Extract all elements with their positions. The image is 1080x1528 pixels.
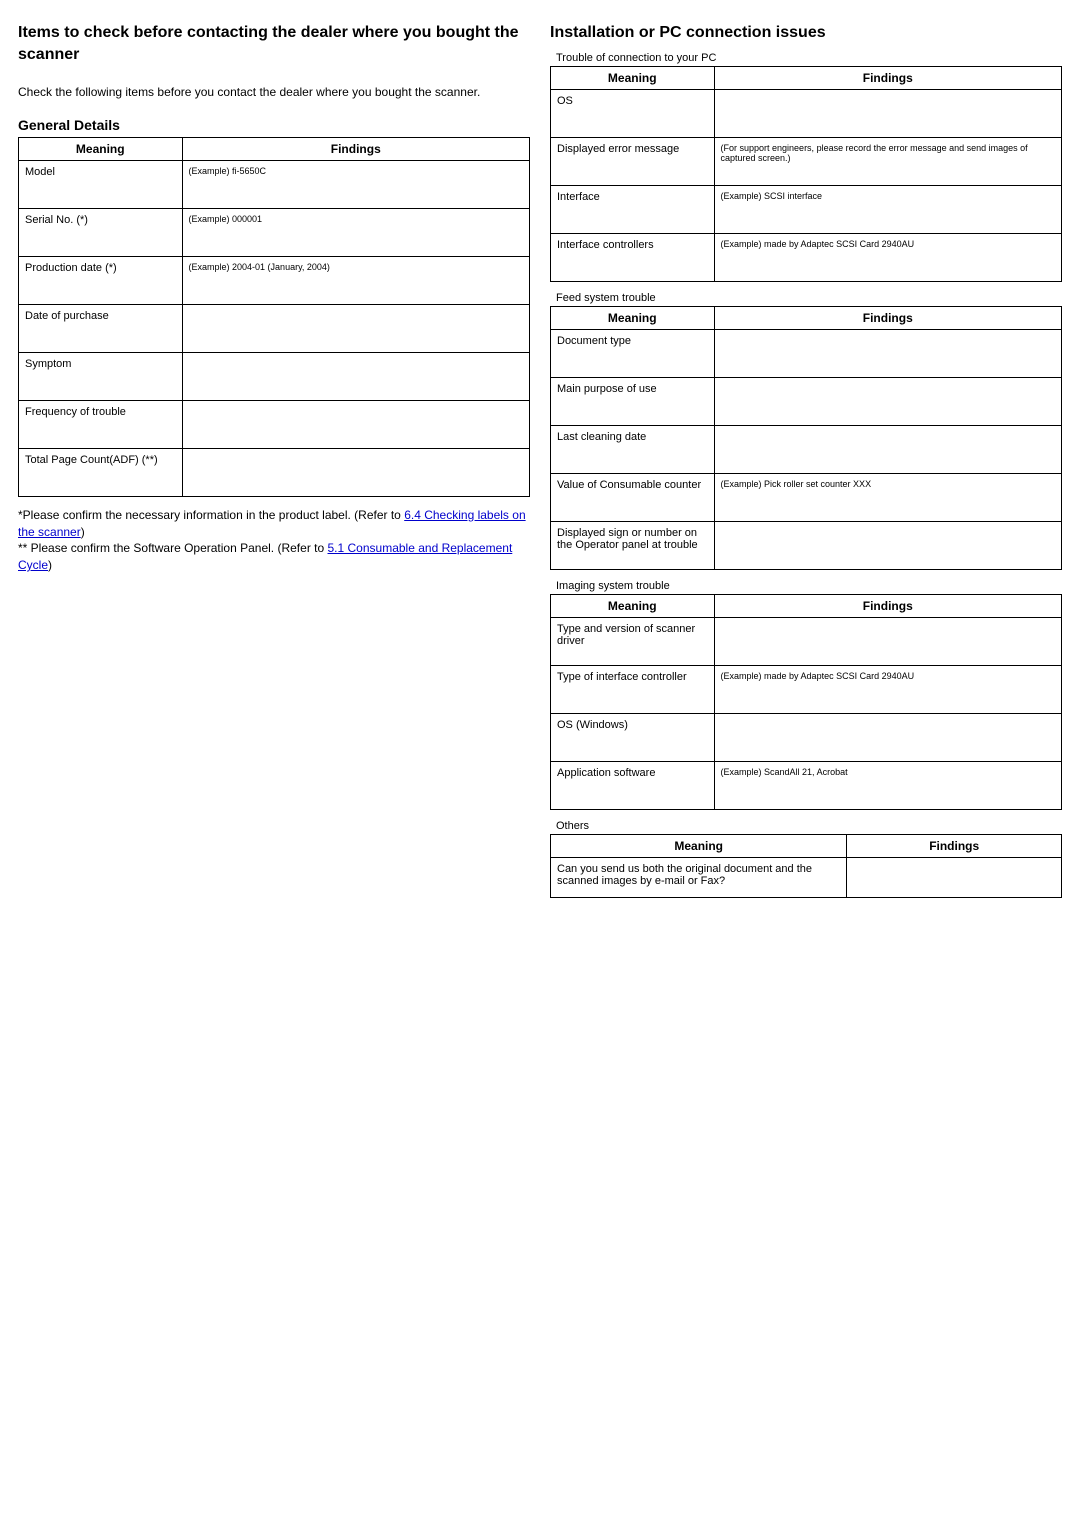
intro-text: Check the following items before you con… [18, 85, 530, 99]
cell-findings: (Example) SCSI interface [714, 186, 1061, 234]
col-findings: Findings [847, 835, 1062, 858]
cell-meaning: Document type [551, 330, 715, 378]
table-header-row: MeaningFindings [551, 307, 1062, 330]
conn-table: MeaningFindings OS Displayed error messa… [550, 66, 1062, 282]
cell-findings [182, 352, 529, 400]
table-row: Frequency of trouble [19, 400, 530, 448]
cell-meaning: Last cleaning date [551, 426, 715, 474]
table-row: Main purpose of use [551, 378, 1062, 426]
cell-findings [847, 858, 1062, 898]
conn-caption: Trouble of connection to your PC [556, 52, 1062, 64]
table-row: Interface controllers(Example) made by A… [551, 234, 1062, 282]
left-column: Items to check before contacting the dea… [18, 22, 530, 898]
table-header-row: Meaning Findings [19, 137, 530, 160]
cell-findings [714, 714, 1061, 762]
cell-findings [182, 400, 529, 448]
note1-pre: *Please confirm the necessary informatio… [18, 508, 404, 522]
cell-meaning: OS (Windows) [551, 714, 715, 762]
table-row: Can you send us both the original docume… [551, 858, 1062, 898]
cell-findings [714, 378, 1061, 426]
cell-findings [714, 90, 1061, 138]
table-row: Total Page Count(ADF) (**) [19, 448, 530, 496]
table-header-row: MeaningFindings [551, 835, 1062, 858]
cell-findings [182, 448, 529, 496]
right-column: Installation or PC connection issues Tro… [550, 22, 1062, 898]
note2-pre: ** Please confirm the Software Operation… [18, 541, 328, 555]
right-title: Installation or PC connection issues [550, 22, 1062, 44]
table-header-row: MeaningFindings [551, 67, 1062, 90]
footnotes: *Please confirm the necessary informatio… [18, 507, 530, 574]
table-row: Last cleaning date [551, 426, 1062, 474]
table-row: Type and version of scanner driver [551, 618, 1062, 666]
cell-meaning: Type and version of scanner driver [551, 618, 715, 666]
left-title: Items to check before contacting the dea… [18, 22, 530, 67]
table-row: OS [551, 90, 1062, 138]
table-header-row: MeaningFindings [551, 595, 1062, 618]
table-row: Application software(Example) ScandAll 2… [551, 762, 1062, 810]
col-meaning: Meaning [19, 137, 183, 160]
cell-findings: (Example) made by Adaptec SCSI Card 2940… [714, 234, 1061, 282]
cell-meaning: Main purpose of use [551, 378, 715, 426]
cell-meaning: Production date (*) [19, 256, 183, 304]
page-root: Items to check before contacting the dea… [0, 0, 1080, 920]
cell-findings [714, 330, 1061, 378]
col-findings: Findings [714, 67, 1061, 90]
note1-post: ) [81, 525, 85, 539]
col-findings: Findings [714, 307, 1061, 330]
cell-findings [714, 522, 1061, 570]
others-caption: Others [556, 820, 1062, 832]
table-row: Production date (*)(Example) 2004-01 (Ja… [19, 256, 530, 304]
table-row: Value of Consumable counter(Example) Pic… [551, 474, 1062, 522]
general-details-table: Meaning Findings Model(Example) fi-5650C… [18, 137, 530, 497]
col-meaning: Meaning [551, 835, 847, 858]
cell-findings: (Example) Pick roller set counter XXX [714, 474, 1061, 522]
cell-findings: (Example) made by Adaptec SCSI Card 2940… [714, 666, 1061, 714]
cell-findings [182, 304, 529, 352]
general-details-heading: General Details [18, 117, 530, 133]
col-findings: Findings [714, 595, 1061, 618]
cell-meaning: Application software [551, 762, 715, 810]
table-row: Displayed sign or number on the Operator… [551, 522, 1062, 570]
table-row: Serial No. (*)(Example) 000001 [19, 208, 530, 256]
cell-meaning: Date of purchase [19, 304, 183, 352]
cell-findings: (Example) 000001 [182, 208, 529, 256]
col-meaning: Meaning [551, 595, 715, 618]
others-table: MeaningFindings Can you send us both the… [550, 834, 1062, 898]
cell-findings [714, 618, 1061, 666]
cell-findings [714, 426, 1061, 474]
cell-findings: (Example) ScandAll 21, Acrobat [714, 762, 1061, 810]
feed-caption: Feed system trouble [556, 292, 1062, 304]
table-row: Document type [551, 330, 1062, 378]
cell-meaning: Can you send us both the original docume… [551, 858, 847, 898]
table-row: OS (Windows) [551, 714, 1062, 762]
cell-meaning: Type of interface controller [551, 666, 715, 714]
col-findings: Findings [182, 137, 529, 160]
cell-meaning: Model [19, 160, 183, 208]
feed-table: MeaningFindings Document type Main purpo… [550, 306, 1062, 570]
imaging-table: MeaningFindings Type and version of scan… [550, 594, 1062, 810]
cell-findings: (Example) 2004-01 (January, 2004) [182, 256, 529, 304]
cell-meaning: Interface controllers [551, 234, 715, 282]
cell-meaning: Displayed error message [551, 138, 715, 186]
col-meaning: Meaning [551, 307, 715, 330]
cell-meaning: Symptom [19, 352, 183, 400]
cell-meaning: Frequency of trouble [19, 400, 183, 448]
table-row: Symptom [19, 352, 530, 400]
table-row: Interface(Example) SCSI interface [551, 186, 1062, 234]
col-meaning: Meaning [551, 67, 715, 90]
imaging-caption: Imaging system trouble [556, 580, 1062, 592]
cell-meaning: Serial No. (*) [19, 208, 183, 256]
table-row: Displayed error message(For support engi… [551, 138, 1062, 186]
cell-meaning: OS [551, 90, 715, 138]
table-row: Date of purchase [19, 304, 530, 352]
cell-meaning: Interface [551, 186, 715, 234]
note2-post: ) [48, 558, 52, 572]
cell-meaning: Total Page Count(ADF) (**) [19, 448, 183, 496]
cell-meaning: Value of Consumable counter [551, 474, 715, 522]
table-row: Model(Example) fi-5650C [19, 160, 530, 208]
cell-meaning: Displayed sign or number on the Operator… [551, 522, 715, 570]
table-row: Type of interface controller(Example) ma… [551, 666, 1062, 714]
cell-findings: (Example) fi-5650C [182, 160, 529, 208]
cell-findings: (For support engineers, please record th… [714, 138, 1061, 186]
